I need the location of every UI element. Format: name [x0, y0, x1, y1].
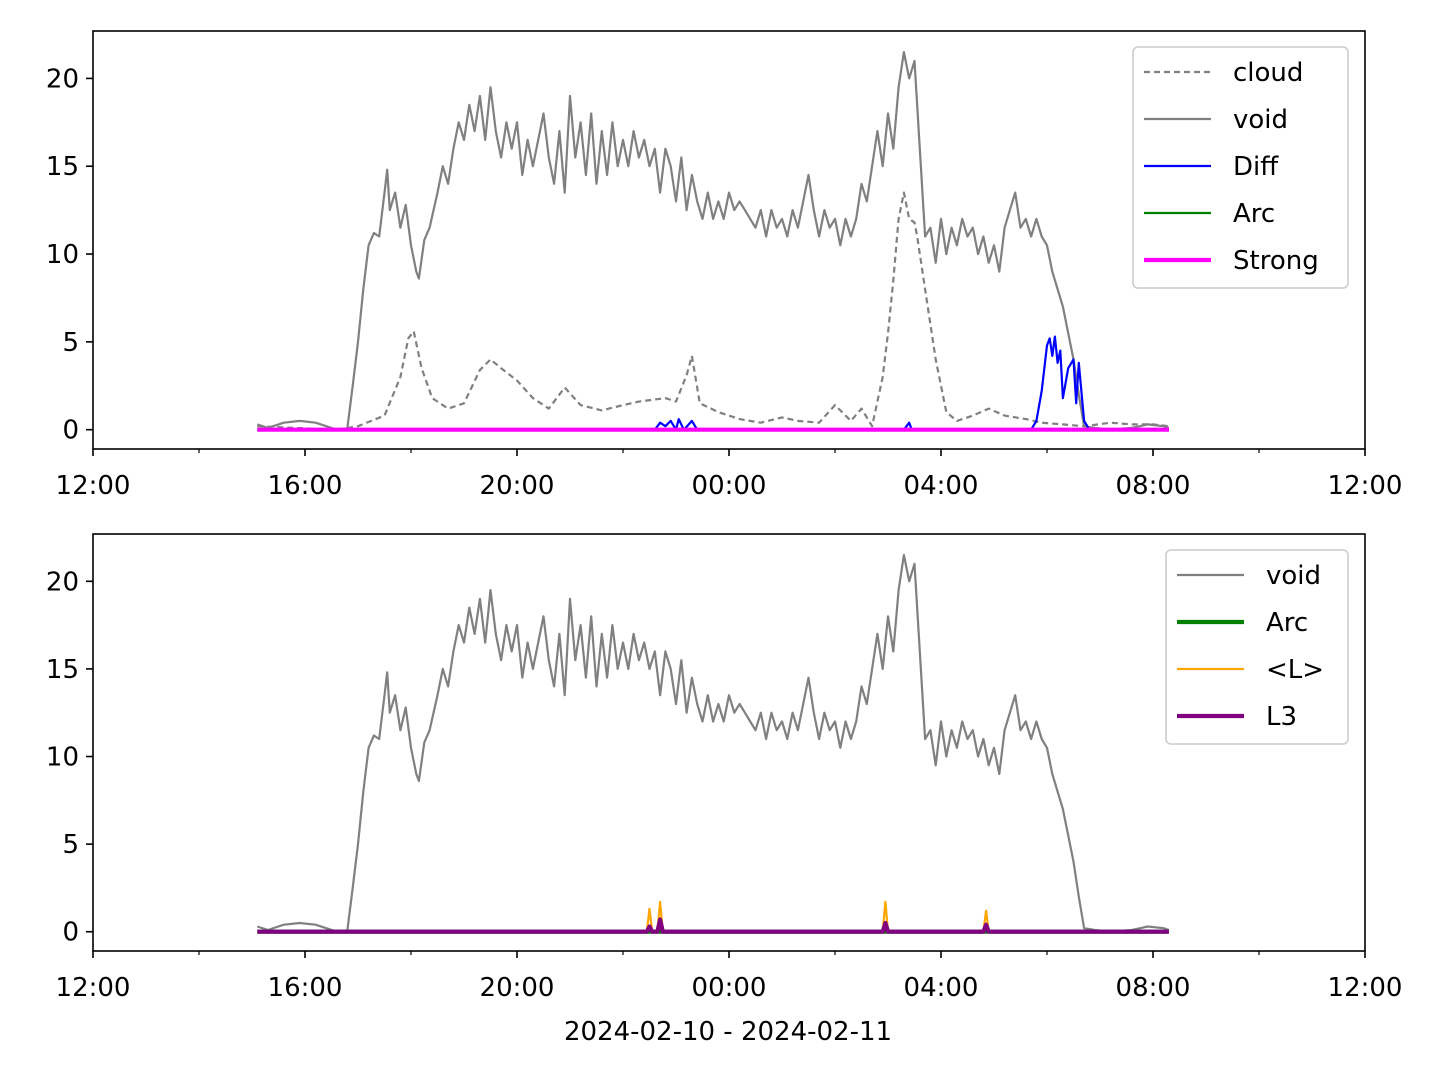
y-tick-label: 0: [62, 416, 79, 446]
x-tick-label: 08:00: [1116, 973, 1191, 1003]
legend-label: L3: [1266, 702, 1297, 732]
x-tick-label: 04:00: [904, 973, 979, 1003]
series-line-void-1: [256, 553, 1170, 933]
bottom-panel: 0 5 10 15 20 12:00 16:00 20:00 00:00 04:00 08:00 12…: [46, 533, 1403, 1003]
series-line-L-1: [257, 900, 1169, 933]
x-tick-label: 16:00: [268, 471, 343, 501]
y-tick-label: 5: [62, 328, 79, 358]
legend-label: Arc: [1266, 608, 1308, 638]
legend-label: Arc: [1233, 199, 1275, 229]
y-tick-label: 10: [46, 743, 79, 773]
x-tick-label: 20:00: [480, 973, 555, 1003]
top-panel: 0 5 10 15 20 12:00 16:00 20:00 00:00 04:00 08:00 12…: [46, 30, 1403, 501]
y-tick-label: 5: [62, 830, 79, 860]
series-line-Diff-0: [257, 335, 1169, 431]
legend-label: cloud: [1233, 58, 1303, 88]
legend-label: <L>: [1266, 655, 1324, 685]
x-tick-label: 16:00: [268, 973, 343, 1003]
legend-label: void: [1266, 561, 1321, 591]
legend: cloud void Diff Arc Strong: [1132, 46, 1349, 289]
y-tick-label: 20: [46, 64, 79, 94]
y-tick-label: 15: [46, 152, 79, 182]
y-tick-label: 0: [62, 918, 79, 948]
x-tick-label: 08:00: [1116, 471, 1191, 501]
series-line-cloud-0: [257, 191, 1170, 431]
legend-label: void: [1233, 105, 1288, 135]
legend: void Arc <L> L3: [1165, 549, 1349, 745]
x-tick-label: 00:00: [692, 471, 767, 501]
x-tick-label: 20:00: [480, 471, 555, 501]
x-tick-label: 12:00: [1328, 471, 1403, 501]
x-axis-label: 2024-02-10 - 2024-02-11: [564, 1017, 892, 1047]
series-line-void-0: [256, 51, 1170, 431]
x-tick-label: 12:00: [1328, 973, 1403, 1003]
x-tick-label: 00:00: [692, 973, 767, 1003]
legend-label: Diff: [1233, 152, 1279, 182]
x-tick-label: 04:00: [904, 471, 979, 501]
y-tick-label: 15: [46, 655, 79, 685]
x-tick-label: 12:00: [56, 973, 131, 1003]
legend-label: Strong: [1233, 246, 1319, 276]
y-tick-label: 20: [46, 567, 79, 597]
series-line-L3-1: [257, 917, 1169, 934]
x-tick-label: 12:00: [56, 471, 131, 501]
y-tick-label: 10: [46, 240, 79, 270]
